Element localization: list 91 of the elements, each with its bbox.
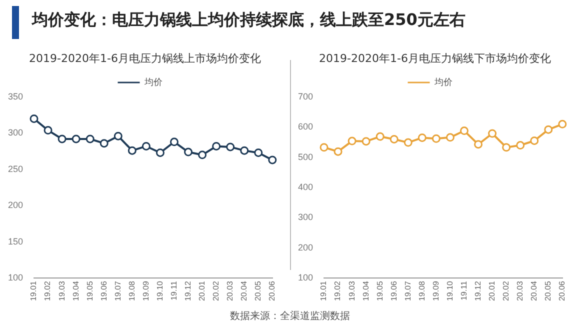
x-tick-label: 19.01 xyxy=(29,280,38,302)
chart-title: 2019-2020年1-6月电压力锅线上市场均价变化 xyxy=(28,51,262,67)
y-tick-label: 100 xyxy=(298,272,314,282)
point xyxy=(376,132,384,141)
point xyxy=(240,146,249,155)
x-tick-label: 19.09 xyxy=(431,280,440,302)
x-tick-label: 19.05 xyxy=(85,280,94,302)
point xyxy=(348,136,356,146)
x-tick-label: 19.03 xyxy=(57,280,66,302)
x-tick-label: 20.05 xyxy=(544,280,553,302)
point xyxy=(128,146,136,155)
x-tick-label: 20.03 xyxy=(516,280,525,302)
point xyxy=(254,148,263,157)
x-tick-label: 19.07 xyxy=(403,280,412,302)
point xyxy=(530,136,539,145)
x-tick-label: 20.05 xyxy=(254,280,263,302)
point xyxy=(446,133,454,142)
x-tick-label: 19.08 xyxy=(417,280,426,302)
x-tick-label: 19.10 xyxy=(155,280,164,302)
point xyxy=(334,147,342,156)
point xyxy=(44,126,52,135)
point xyxy=(170,138,178,146)
legend-label: 均价 xyxy=(143,76,162,87)
point xyxy=(100,139,108,148)
x-tick-label: 19.09 xyxy=(141,280,150,302)
x-tick-label: 20.06 xyxy=(558,280,567,302)
y-tick-label: 700 xyxy=(298,91,314,102)
y-tick-label: 350 xyxy=(8,91,24,102)
point xyxy=(404,138,412,147)
y-tick-label: 200 xyxy=(8,200,24,210)
y-tick-label: 200 xyxy=(298,242,314,252)
point xyxy=(516,141,525,150)
text: 均价变化：电压力锅线上均价持续探底，线上跌至250元左右 xyxy=(32,10,466,31)
x-tick-label: 19.02 xyxy=(43,280,52,302)
point xyxy=(390,134,398,144)
point xyxy=(226,142,235,152)
x-tick-label: 19.05 xyxy=(375,280,384,302)
x-tick-label: 19.06 xyxy=(389,280,398,302)
point xyxy=(72,134,80,144)
x-tick-label: 19.04 xyxy=(71,280,80,302)
point xyxy=(460,126,468,136)
point xyxy=(58,134,66,144)
x-tick-label: 20.04 xyxy=(240,280,249,302)
x-tick-label: 20.06 xyxy=(268,280,277,302)
point xyxy=(212,142,221,150)
y-tick-label: 300 xyxy=(8,128,24,138)
source-note: 数据来源：全渠道监测数据 xyxy=(229,310,351,323)
x-tick-label: 20.02 xyxy=(212,280,221,302)
x-tick-label: 20.03 xyxy=(226,280,235,302)
point xyxy=(114,132,122,140)
x-tick-label: 19.10 xyxy=(445,280,454,302)
x-tick-label: 20.02 xyxy=(502,280,511,302)
x-tick-label: 19.11 xyxy=(169,280,178,300)
point xyxy=(558,120,567,128)
point xyxy=(30,114,38,123)
point xyxy=(268,156,277,164)
x-tick-label: 19.04 xyxy=(361,280,370,302)
point xyxy=(184,148,193,156)
point xyxy=(142,142,150,150)
y-tick-label: 250 xyxy=(8,164,24,174)
point xyxy=(418,133,426,142)
legend-label: 均价 xyxy=(433,76,452,87)
x-tick-label: 20.04 xyxy=(530,280,539,302)
x-tick-label: 20.01 xyxy=(197,280,206,302)
point xyxy=(544,125,553,134)
point xyxy=(474,140,483,149)
point xyxy=(488,129,497,138)
point xyxy=(86,134,94,144)
point xyxy=(320,143,328,152)
point xyxy=(156,148,164,157)
x-tick-label: 19.06 xyxy=(99,280,108,302)
y-tick-label: 100 xyxy=(8,272,24,282)
point xyxy=(362,137,370,146)
point xyxy=(502,143,511,152)
y-tick-label: 500 xyxy=(298,152,314,162)
y-tick-label: 150 xyxy=(8,236,24,246)
y-tick-label: 400 xyxy=(298,182,314,192)
x-tick-label: 19.12 xyxy=(183,280,192,302)
point xyxy=(432,134,440,143)
y-tick-label: 600 xyxy=(298,122,314,132)
x-tick-label: 19.07 xyxy=(113,280,122,302)
x-tick-label: 19.12 xyxy=(473,280,482,302)
x-tick-label: 19.08 xyxy=(127,280,136,302)
x-tick-label: 19.01 xyxy=(319,280,328,302)
x-tick-label: 19.11 xyxy=(459,280,468,300)
x-tick-label: 19.02 xyxy=(333,280,342,302)
point xyxy=(198,150,207,160)
x-tick-label: 20.01 xyxy=(487,280,496,302)
y-tick-label: 300 xyxy=(298,212,314,222)
x-tick-label: 19.03 xyxy=(347,280,356,302)
chart-title: 2019-2020年1-6月电压力锅线下市场均价变化 xyxy=(318,51,552,67)
